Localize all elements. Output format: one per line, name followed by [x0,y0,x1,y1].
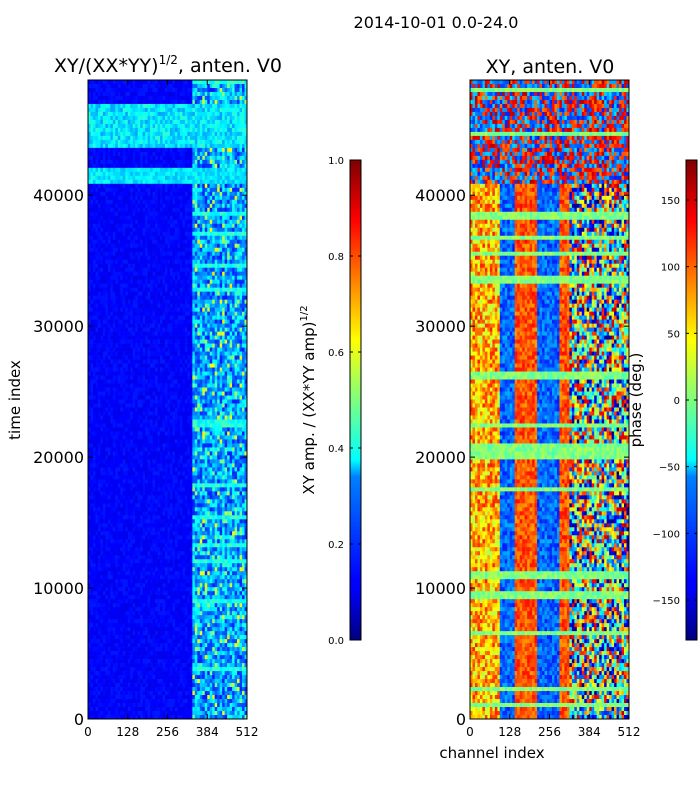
figure: 2014-10-01 0.0-24.0 XY/(XX*YY)1/2, anten… [0,0,700,800]
y-tick-label: 40000 [415,186,466,205]
colorbar-tick-label: 0.0 [328,636,344,647]
x-tick-label: 0 [84,725,92,739]
colorbar-tick-label: 150 [661,196,680,207]
colorbar-tick-label: 0.4 [328,444,344,455]
x-tick-label: 384 [578,725,601,739]
figure-title: 2014-10-01 0.0-24.0 [354,13,519,32]
x-tick-label: 512 [236,725,259,739]
colorbar-tick-label: 0.6 [328,348,344,359]
colorbar-tick-label: 0 [674,396,680,407]
x-tick-label: 128 [116,725,139,739]
x-tick-label: 256 [156,725,179,739]
y-tick-label: 0 [456,710,466,729]
colorbar-tick-label: 0.8 [328,252,344,263]
y-tick-label: 10000 [415,579,466,598]
x-tick-label: 128 [498,725,521,739]
x-tick-label: 0 [466,725,474,739]
colorbar-tick-label: 50 [667,329,680,340]
x-tick-label: 256 [538,725,561,739]
y-tick-label: 10000 [33,579,84,598]
colorbar-tick-label: 1.0 [328,156,344,167]
colorbar-tick-label: 100 [661,263,680,274]
colorbar-tick-label: −50 [659,463,680,474]
panel2-title: XY, anten. V0 [486,56,615,78]
y-tick-label: 0 [74,710,84,729]
panel2-colorbar-label: phase (deg.) [627,353,645,448]
x-tick-label: 512 [618,725,641,739]
panel1-heatmap [88,80,247,719]
panel1-title: XY/(XX*YY)1/2, anten. V0 [54,53,282,77]
panel1-colorbar [350,160,361,640]
x-tick-label: 384 [196,725,219,739]
x-axis-label: channel index [439,744,544,762]
panel2-heatmap [470,80,629,719]
y-tick-label: 30000 [33,317,84,336]
colorbar-tick-label: 0.2 [328,540,344,551]
y-tick-label: 20000 [33,448,84,467]
colorbar-tick-label: −100 [653,529,680,540]
colorbar-tick-label: −150 [653,596,680,607]
y-tick-label: 40000 [33,186,84,205]
y-tick-label: 20000 [415,448,466,467]
panel1-colorbar-label: XY amp. / (XX*YY amp)1/2 [299,305,318,494]
y-tick-label: 30000 [415,317,466,336]
y-axis-label: time index [6,360,24,440]
